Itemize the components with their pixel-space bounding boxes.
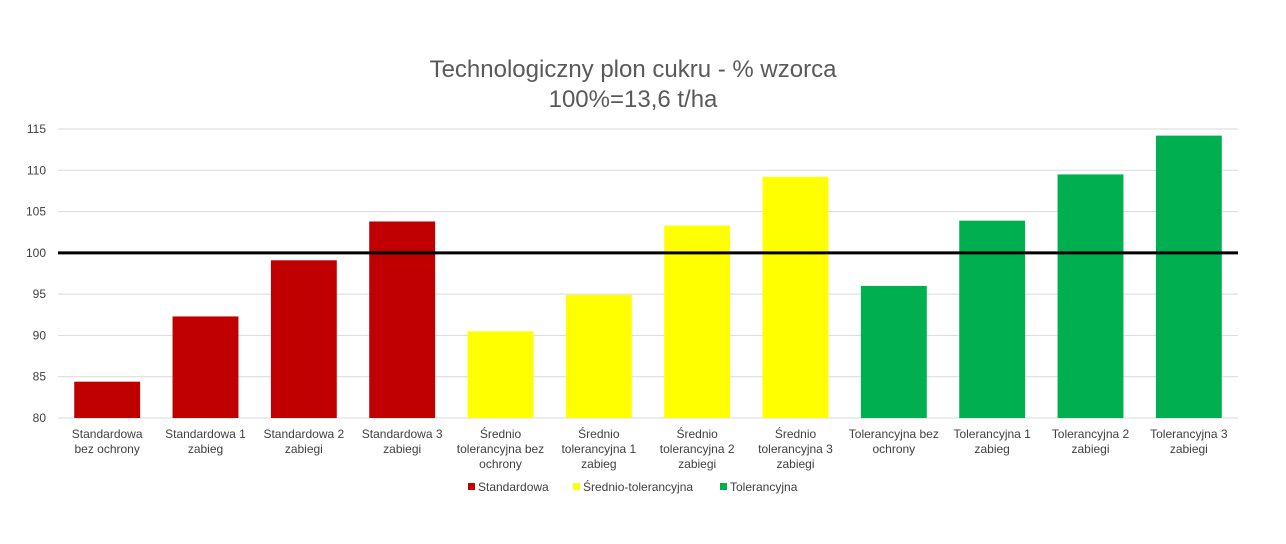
legend-swatch [573,483,580,490]
x-category-label: Tolerancyjna 3 zabiegi [1150,427,1228,456]
x-category-label: Średnio tolerancyjna 3 zabiegi [758,426,833,471]
y-tick-label: 110 [27,163,46,177]
bar [172,316,239,418]
x-category-label: Średnio tolerancyjna bez ochrony [457,426,544,471]
y-tick-label: 85 [33,370,47,384]
bar [1057,174,1124,418]
bar [959,220,1026,418]
y-tick-label: 95 [33,287,47,301]
legend-swatch [468,483,475,490]
bar [74,381,141,418]
x-category-label: Tolerancyjna bez ochrony [849,427,939,456]
bar [664,225,731,418]
y-tick-label: 90 [33,328,47,342]
bar [467,331,534,418]
bar [270,260,337,418]
bar [369,221,436,418]
chart-title-line: Technologiczny plon cukru - % wzorca [430,56,838,83]
legend-swatch [720,483,727,490]
y-tick-label: 100 [26,246,46,260]
y-tick-label: 115 [27,122,46,136]
x-category-label: Średnio tolerancyjna 2 zabiegi [660,426,735,471]
y-tick-label: 105 [26,205,46,219]
x-category-label: Standardowa bez ochrony [72,427,143,456]
chart-title-line: 100%=13,6 t/ha [549,86,718,113]
legend-label: Tolerancyjna [730,480,798,494]
bar [860,285,927,418]
x-category-label: Standardowa 2 zabiegi [263,427,344,456]
x-category-label: Standardowa 1 zabieg [165,427,246,456]
bar [762,176,829,418]
x-category-label: Średnio tolerancyjna 1 zabieg [561,426,636,471]
bar [1155,135,1222,418]
legend-label: Średnio-tolerancyjna [583,479,693,494]
legend-label: Standardowa [478,480,549,494]
x-category-label: Tolerancyjna 1 zabieg [953,427,1031,456]
x-category-label: Standardowa 3 zabiegi [362,427,443,456]
bar [565,294,632,418]
x-category-label: Tolerancyjna 2 zabiegi [1052,427,1130,456]
y-tick-label: 80 [33,411,47,425]
